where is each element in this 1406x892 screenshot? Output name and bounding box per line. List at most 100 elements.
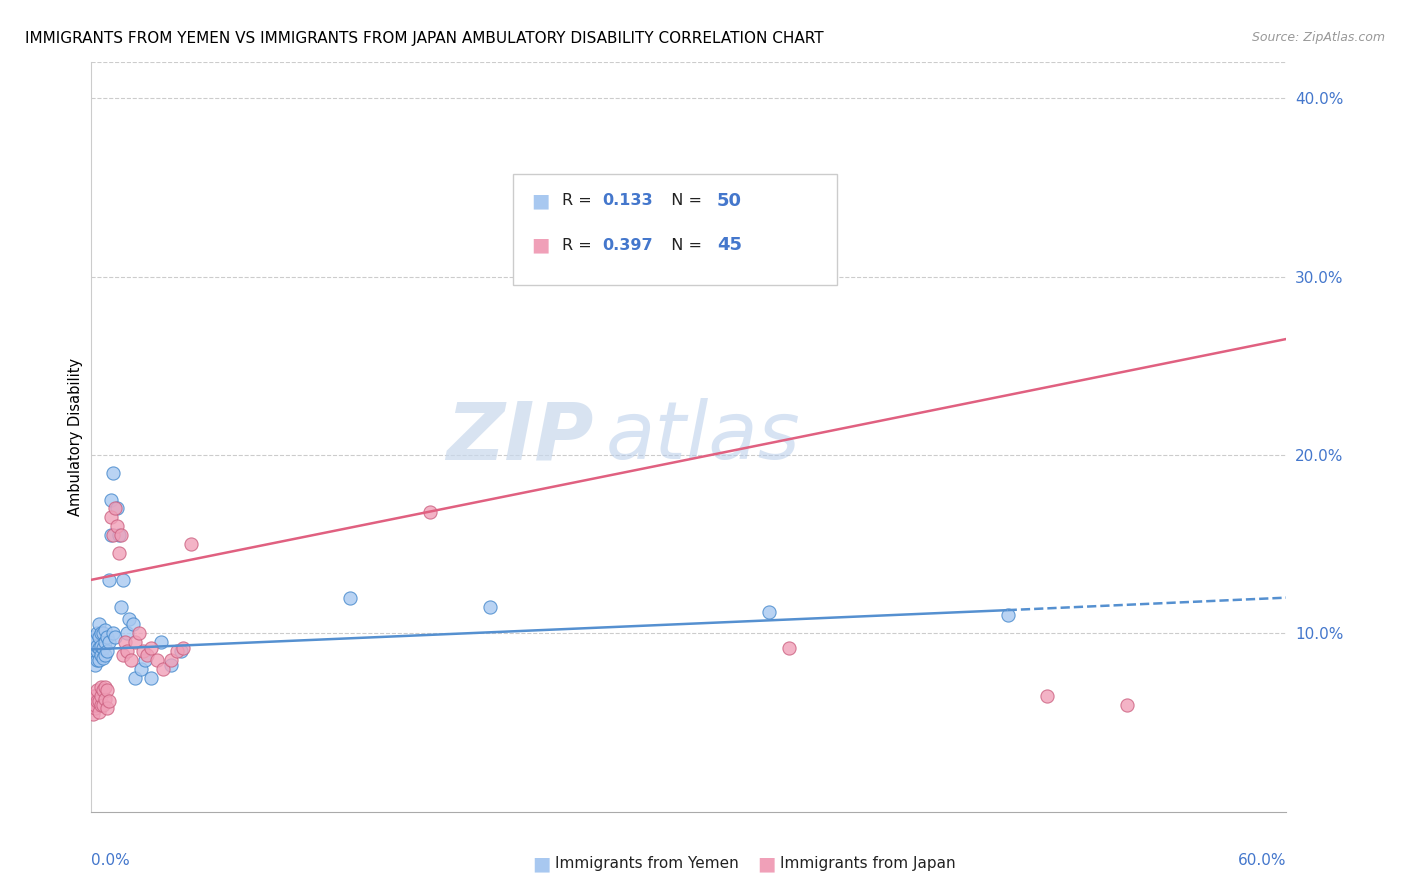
Point (90, 639, 112, 653)
Point (86, 683, 108, 698)
Point (478, 599, 501, 614)
Point (93, 683, 115, 698)
Point (98, 573, 121, 587)
Point (172, 640, 194, 655)
Point (96, 644, 118, 658)
Point (82, 706, 104, 721)
Point (90, 626, 112, 640)
Point (82, 635, 104, 649)
Point (84, 644, 107, 658)
Point (103, 528, 125, 542)
Point (108, 546, 131, 560)
Text: N =: N = (661, 194, 707, 208)
Point (129, 662, 152, 676)
Point (90, 648, 112, 662)
Point (93, 651, 115, 665)
Text: ■: ■ (756, 854, 776, 873)
Point (94, 680, 117, 694)
Point (84, 658, 107, 673)
Point (110, 528, 132, 542)
Point (96, 683, 118, 698)
Point (89, 630, 111, 644)
Point (105, 519, 128, 533)
Point (141, 640, 162, 655)
Point (86, 644, 108, 658)
Point (84, 698, 107, 712)
Point (100, 510, 122, 524)
Point (136, 648, 159, 662)
Point (94, 623, 117, 637)
Point (94, 692, 117, 706)
Point (419, 505, 441, 519)
Point (89, 617, 111, 632)
Text: 50: 50 (717, 192, 742, 210)
Point (90, 698, 112, 712)
Point (104, 630, 127, 644)
Point (997, 608, 1019, 623)
Point (160, 658, 183, 673)
Point (96, 630, 118, 644)
Point (84, 633, 107, 648)
Point (82, 689, 104, 703)
Point (90, 680, 112, 694)
Point (82, 698, 104, 712)
Point (122, 617, 145, 632)
Text: R =: R = (562, 238, 598, 252)
Point (86, 694, 108, 708)
Point (103, 626, 125, 640)
Point (132, 644, 155, 658)
Text: Source: ZipAtlas.com: Source: ZipAtlas.com (1251, 31, 1385, 45)
Text: ■: ■ (531, 191, 550, 211)
Text: ZIP: ZIP (446, 398, 593, 476)
Text: ■: ■ (531, 235, 550, 255)
Point (180, 537, 202, 551)
Point (89, 640, 111, 655)
Point (112, 573, 135, 587)
Point (98, 694, 121, 708)
Point (100, 492, 122, 507)
Point (339, 591, 361, 605)
Point (94, 648, 117, 662)
Point (89, 705, 111, 719)
Point (84, 689, 107, 703)
Point (758, 605, 780, 619)
Text: N =: N = (661, 238, 707, 252)
Text: ■: ■ (531, 854, 551, 873)
Point (105, 501, 128, 516)
Point (84, 640, 107, 655)
Point (104, 501, 127, 516)
Text: atlas: atlas (605, 398, 800, 476)
Text: 0.133: 0.133 (602, 194, 652, 208)
Point (166, 644, 188, 658)
Point (93, 626, 115, 640)
Point (90, 689, 112, 703)
Point (86, 653, 108, 667)
Point (170, 644, 193, 658)
Point (86, 639, 108, 653)
Point (98, 635, 121, 649)
Text: 0.397: 0.397 (602, 238, 652, 252)
Point (152, 662, 174, 676)
Point (82, 630, 104, 644)
Text: 60.0%: 60.0% (1239, 853, 1286, 868)
Point (146, 653, 169, 667)
Point (89, 694, 111, 708)
Point (141, 671, 162, 685)
Point (86, 626, 108, 640)
Point (93, 640, 115, 655)
Y-axis label: Ambulatory Disability: Ambulatory Disability (67, 358, 83, 516)
Point (778, 640, 800, 655)
Text: IMMIGRANTS FROM YEMEN VS IMMIGRANTS FROM JAPAN AMBULATORY DISABILITY CORRELATION: IMMIGRANTS FROM YEMEN VS IMMIGRANTS FROM… (25, 31, 824, 46)
Point (94, 635, 117, 649)
Point (108, 528, 131, 542)
Point (110, 599, 132, 614)
Point (120, 653, 142, 667)
Point (103, 466, 125, 480)
Point (1036, 689, 1059, 703)
Point (1116, 698, 1139, 712)
Point (115, 644, 138, 658)
Point (93, 698, 115, 712)
Point (134, 653, 156, 667)
Text: Immigrants from Japan: Immigrants from Japan (780, 856, 956, 871)
Text: R =: R = (562, 194, 598, 208)
